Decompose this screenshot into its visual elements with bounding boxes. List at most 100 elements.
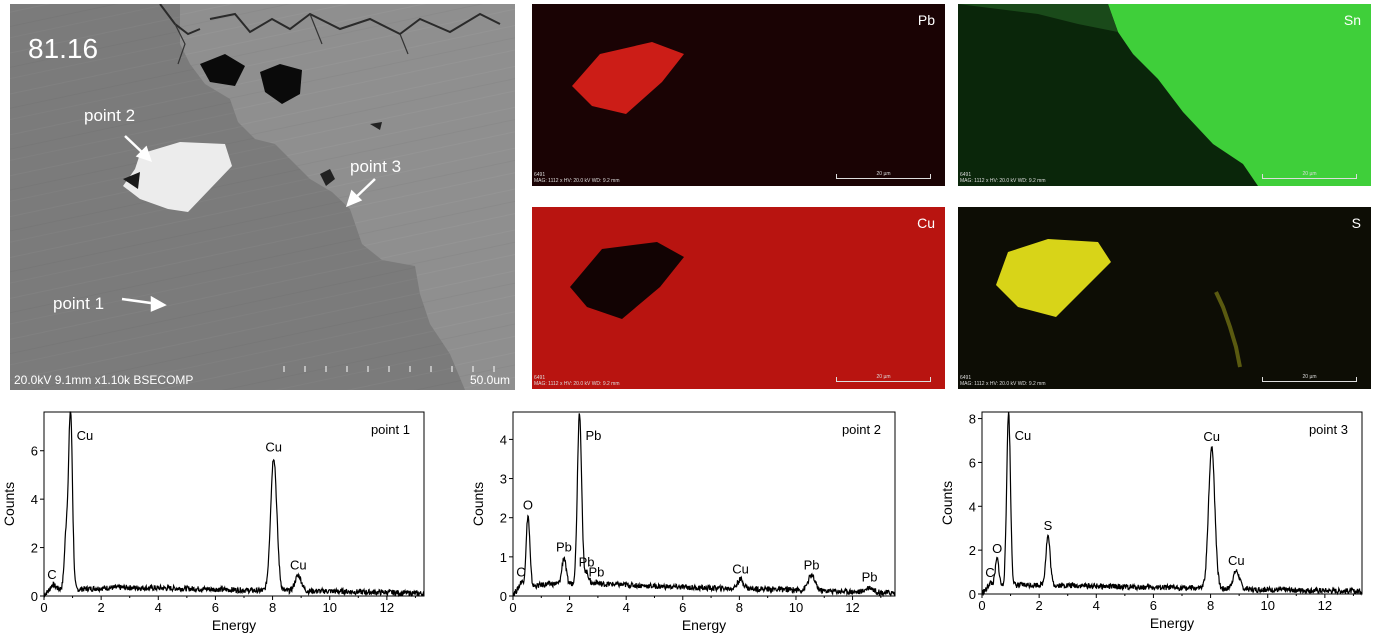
point-2-label: point 2 [84, 106, 135, 125]
y-tick-label: 0 [500, 589, 507, 604]
spectrum-title: point 1 [371, 422, 410, 437]
y-tick-label: 0 [969, 587, 976, 602]
x-tick-label: 0 [509, 600, 516, 615]
map-cu: Cu 6491 MAG: 1112 x HV: 20.0 kV WD: 9.2 m… [532, 207, 945, 389]
peak-label: O [523, 498, 533, 513]
spectrum-line [512, 413, 896, 598]
y-tick-label: 1 [500, 550, 507, 565]
map-element-label: Cu [917, 215, 935, 231]
map-scalebar: 20 µm [1262, 374, 1357, 382]
y-tick-label: 0 [31, 589, 38, 604]
x-axis-label: Energy [212, 617, 256, 633]
x-axis-label: Energy [1150, 615, 1194, 631]
peak-label: Pb [589, 564, 605, 579]
x-tick-label: 6 [1150, 598, 1157, 613]
plot-frame [981, 411, 1363, 595]
map-footer: 6491 MAG: 1112 x HV: 20.0 kV WD: 9.2 mm [960, 375, 1046, 387]
peak-label: C [47, 567, 56, 582]
point-arrows [121, 135, 376, 312]
map-s-image [958, 207, 1371, 389]
x-tick-label: 0 [978, 598, 985, 613]
y-tick-label: 8 [969, 412, 976, 427]
peak-label: Cu [732, 562, 749, 577]
peak-label: Cu [1015, 428, 1032, 443]
peak-label: S [1044, 518, 1053, 533]
map-element-label: Sn [1343, 12, 1361, 28]
x-tick-label: 10 [1260, 598, 1274, 613]
x-tick-label: 8 [269, 600, 276, 615]
x-axis-label: Energy [682, 617, 726, 633]
peak-label: Cu [290, 557, 307, 572]
y-tick-label: 4 [969, 499, 976, 514]
x-tick-label: 4 [623, 600, 630, 615]
plot-frame [512, 411, 896, 597]
x-tick-label: 2 [98, 600, 105, 615]
map-pb-image [532, 4, 945, 186]
x-tick-label: 4 [1093, 598, 1100, 613]
map-s: S 6491 MAG: 1112 x HV: 20.0 kV WD: 9.2 mm… [958, 207, 1371, 389]
point-3-label: point 3 [350, 157, 401, 176]
x-tick-label: 2 [566, 600, 573, 615]
peak-label: Cu [1203, 429, 1220, 444]
bse-info: 20.0kV 9.1mm x1.10k BSECOMP [14, 373, 193, 387]
map-element-label: Pb [917, 12, 935, 28]
map-scalebar: 20 µm [836, 374, 931, 382]
spectrum-title: point 2 [842, 422, 881, 437]
peak-label: Pb [862, 569, 878, 584]
peak-label: Cu [1228, 553, 1245, 568]
eds-spectrum-point-1: 0 2 4 6 8 10 12 0 2 4 6 Energy Counts point 1 C Cu Cu Cu [1, 411, 425, 633]
x-tick-label: 2 [1036, 598, 1043, 613]
bse-micrograph: 81.16 point 2 point 3 point 1 20.0kV 9.1… [10, 4, 515, 390]
peak-label: Pb [585, 428, 601, 443]
peak-label: Pb [556, 540, 572, 555]
x-tick-label: 8 [1207, 598, 1214, 613]
y-tick-label: 6 [31, 444, 38, 459]
y-axis-label: Counts [1, 482, 17, 526]
peak-label: Cu [265, 440, 282, 455]
map-sn-image [958, 4, 1371, 186]
plot-frame [43, 411, 425, 597]
map-pb: Pb 6491 MAG: 1112 x HV: 20.0 kV WD: 9.2 m… [532, 4, 945, 186]
y-axis-label: Counts [470, 482, 486, 526]
y-tick-label: 4 [500, 432, 507, 447]
bse-scale-ticks [283, 366, 495, 372]
peak-label: C [985, 565, 994, 580]
peak-label: C [516, 564, 525, 579]
point-1-label: point 1 [53, 294, 104, 313]
bse-image: 81.16 point 2 point 3 point 1 20.0kV 9.1… [10, 4, 515, 390]
spectrum-line [43, 411, 425, 598]
spectrum-title: point 3 [1309, 422, 1348, 437]
y-tick-label: 3 [500, 472, 507, 487]
spectrum-line [981, 411, 1363, 597]
y-tick-label: 2 [500, 511, 507, 526]
y-tick-label: 2 [969, 543, 976, 558]
peak-label: Pb [579, 555, 595, 570]
peak-label: O [992, 541, 1002, 556]
x-tick-label: 10 [322, 600, 336, 615]
y-tick-label: 4 [31, 492, 38, 507]
x-tick-label: 6 [212, 600, 219, 615]
x-tick-label: 8 [736, 600, 743, 615]
map-footer: 6491 MAG: 1112 x HV: 20.0 kV WD: 9.2 mm [534, 375, 620, 387]
x-tick-label: 10 [789, 600, 803, 615]
x-tick-label: 0 [40, 600, 47, 615]
map-footer: 6491 MAG: 1112 x HV: 20.0 kV WD: 9.2 mm [534, 172, 620, 184]
map-cu-image [532, 207, 945, 389]
x-tick-label: 12 [1318, 598, 1332, 613]
sample-id: 81.16 [28, 33, 98, 64]
peak-label: Pb [804, 558, 820, 573]
peak-label: Cu [77, 428, 94, 443]
y-tick-label: 2 [31, 541, 38, 556]
bse-scale-label: 50.0um [470, 373, 510, 387]
x-tick-label: 6 [679, 600, 686, 615]
eds-spectrum-point-3: 0 2 4 6 8 10 12 0 2 4 6 8 Energy Counts point 3 CO Cu S Cu… [939, 411, 1363, 631]
x-tick-label: 4 [155, 600, 162, 615]
map-sn: Sn 6491 MAG: 1112 x HV: 20.0 kV WD: 9.2 m… [958, 4, 1371, 186]
map-scalebar: 20 µm [836, 171, 931, 179]
y-tick-label: 6 [969, 455, 976, 470]
y-axis-label: Counts [939, 481, 955, 525]
map-footer: 6491 MAG: 1112 x HV: 20.0 kV WD: 9.2 mm [960, 172, 1046, 184]
x-tick-label: 12 [845, 600, 859, 615]
x-tick-label: 12 [380, 600, 394, 615]
